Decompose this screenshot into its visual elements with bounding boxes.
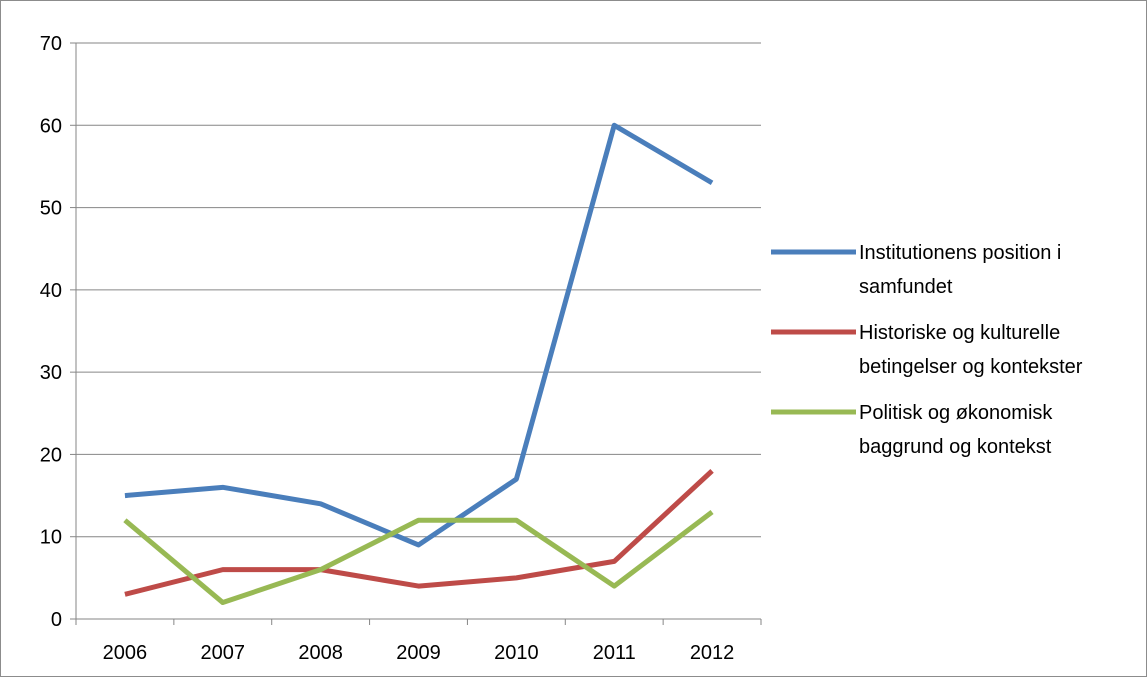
series-line-3 — [123, 510, 714, 606]
x-tick-label: 2008 — [298, 642, 343, 664]
y-tick-label: 70 — [40, 33, 62, 55]
legend-label-3: Politisk og økonomisk — [859, 402, 1053, 424]
series-lines — [123, 122, 714, 606]
legend-label-1: Institutionens position i — [859, 242, 1061, 264]
y-tick-label: 40 — [40, 280, 62, 302]
legend-label-2: Historiske og kulturelle — [859, 322, 1060, 344]
y-tick-label: 0 — [51, 609, 62, 631]
axes — [70, 42, 762, 625]
y-tick-labels: 0 10 20 30 40 50 60 70 — [40, 33, 62, 631]
legend-label-1: samfundet — [859, 276, 953, 298]
y-tick-label: 60 — [40, 115, 62, 137]
gridlines — [76, 42, 761, 538]
x-tick-labels: 2006 2007 2008 2009 2010 2011 2012 — [103, 642, 735, 664]
y-tick-label: 30 — [40, 362, 62, 384]
x-tick-label: 2012 — [690, 642, 735, 664]
x-tick-label: 2011 — [593, 642, 636, 664]
legend-label-3: baggrund og kontekst — [859, 436, 1052, 458]
x-tick-label: 2009 — [396, 642, 441, 664]
legend: Institutionens position i samfundet Histor… — [771, 242, 1083, 458]
y-tick-label: 20 — [40, 444, 62, 466]
y-tick-label: 10 — [40, 527, 62, 549]
y-tick-label: 50 — [40, 198, 62, 220]
x-tick-label: 2007 — [201, 642, 246, 664]
x-tick-label: 2010 — [494, 642, 539, 664]
series-line-2 — [124, 469, 714, 597]
series-line-1 — [124, 122, 714, 548]
x-tick-label: 2006 — [103, 642, 148, 664]
legend-label-2: betingelser og kontekster — [859, 356, 1083, 378]
